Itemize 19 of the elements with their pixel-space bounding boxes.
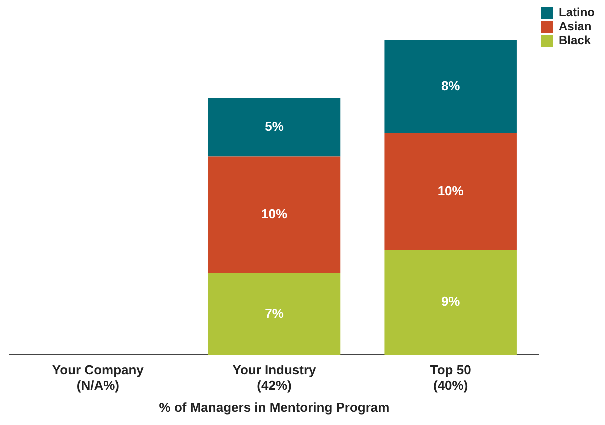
legend-label: Asian (559, 19, 592, 34)
x-tick-label: Your Industry (42%) (232, 362, 318, 394)
x-tick-label: Your Company (N/A%) (52, 362, 145, 394)
bar (208, 156, 341, 274)
data-label: 5% (265, 119, 284, 134)
x-tick-label: Top 50 (40%) (430, 362, 472, 394)
bar (384, 40, 517, 134)
data-label: 9% (441, 294, 461, 310)
data-label: 10% (261, 206, 288, 222)
bar (384, 133, 517, 250)
x-axis-title: % of Managers in Mentoring Program (159, 400, 390, 415)
bar (208, 98, 341, 157)
data-label: 10% (438, 183, 464, 198)
legend-label: Latino (559, 5, 596, 20)
data-label: 8% (441, 78, 461, 94)
bar (384, 250, 517, 356)
data-label: 7% (265, 306, 284, 321)
legend-label: Black (559, 33, 592, 48)
bar (208, 273, 341, 356)
